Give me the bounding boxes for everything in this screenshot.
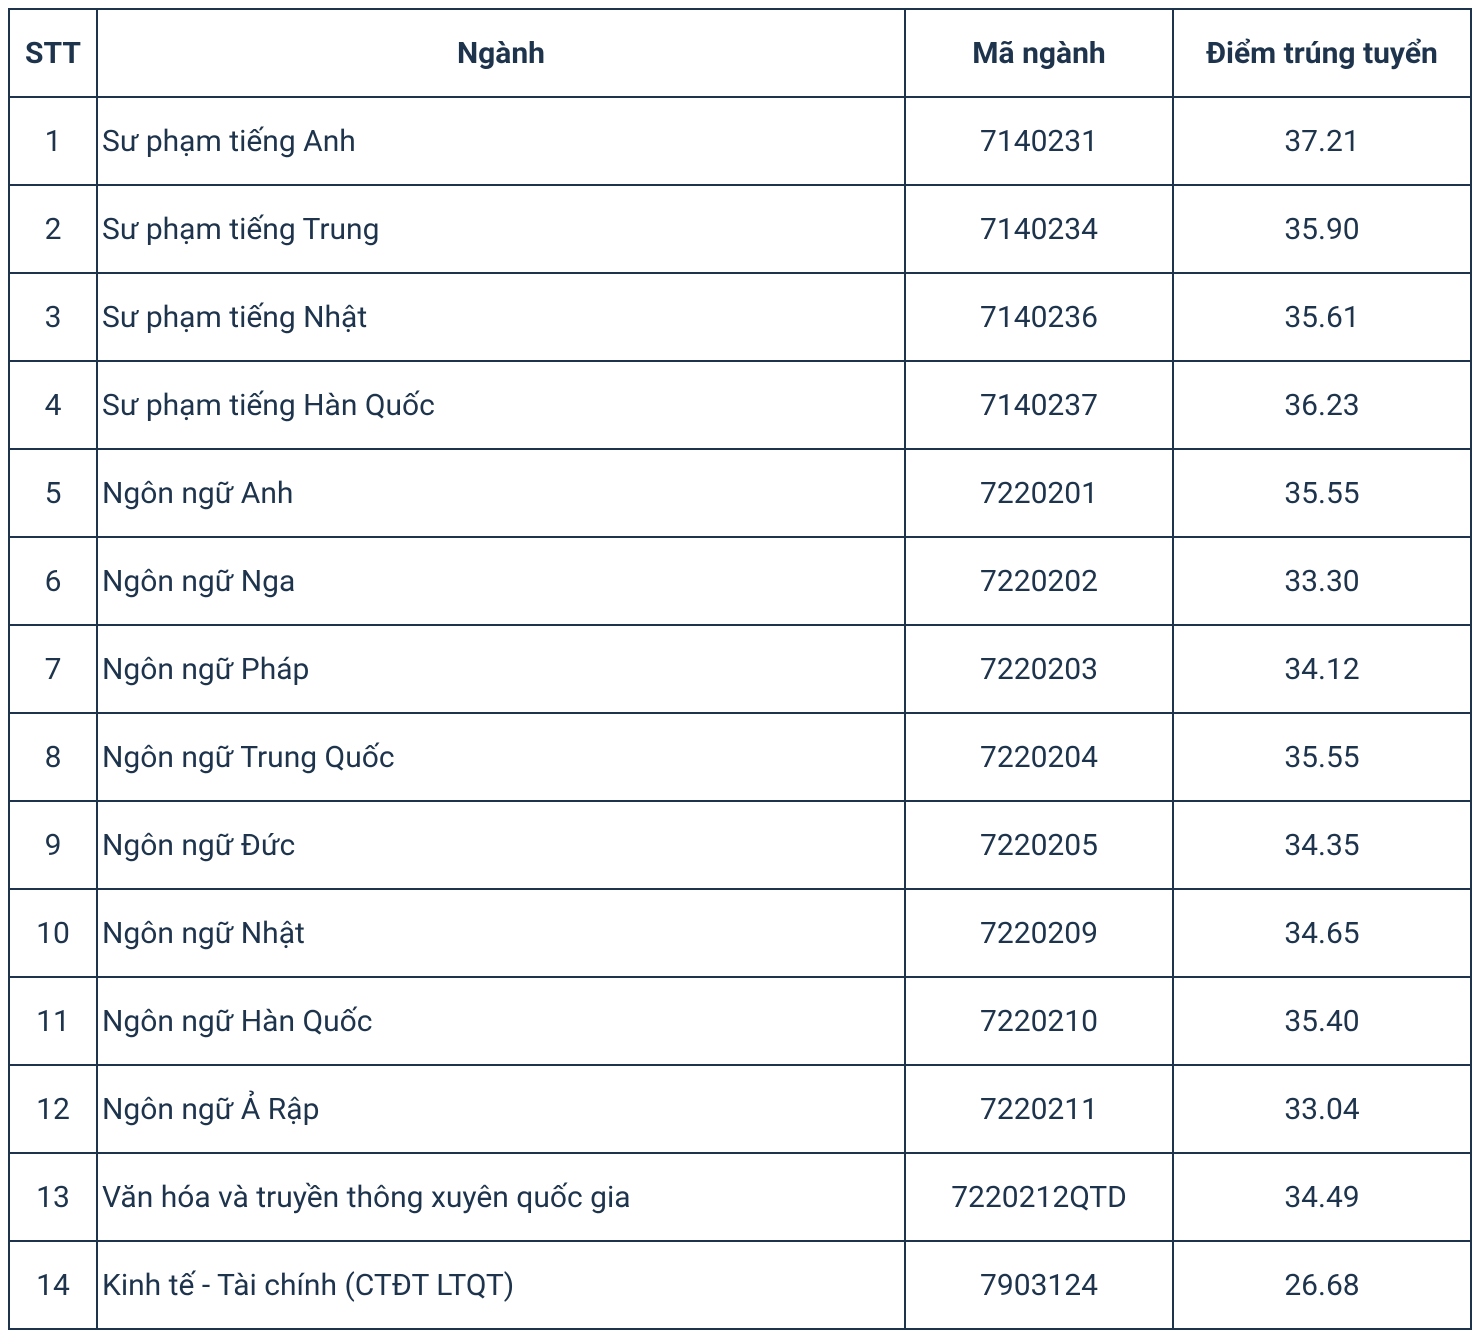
cell-nganh: Ngôn ngữ Trung Quốc [97,713,905,801]
cell-stt: 13 [9,1153,97,1241]
table-header-row: STT Ngành Mã ngành Điểm trúng tuyển [9,9,1471,97]
cell-stt: 12 [9,1065,97,1153]
cell-diem: 35.55 [1173,713,1471,801]
cell-nganh: Sư phạm tiếng Trung [97,185,905,273]
cell-diem: 34.49 [1173,1153,1471,1241]
cell-nganh: Sư phạm tiếng Hàn Quốc [97,361,905,449]
cell-nganh: Ngôn ngữ Anh [97,449,905,537]
cell-diem: 34.65 [1173,889,1471,977]
cell-diem: 36.23 [1173,361,1471,449]
cell-ma: 7220203 [905,625,1173,713]
cell-stt: 14 [9,1241,97,1329]
cell-nganh: Kinh tế - Tài chính (CTĐT LTQT) [97,1241,905,1329]
table-row: 7 Ngôn ngữ Pháp 7220203 34.12 [9,625,1471,713]
table-row: 13 Văn hóa và truyền thông xuyên quốc gi… [9,1153,1471,1241]
col-header-ma: Mã ngành [905,9,1173,97]
col-header-diem: Điểm trúng tuyển [1173,9,1471,97]
cell-nganh: Sư phạm tiếng Nhật [97,273,905,361]
cell-ma: 7140234 [905,185,1173,273]
table-row: 4 Sư phạm tiếng Hàn Quốc 7140237 36.23 [9,361,1471,449]
cell-nganh: Sư phạm tiếng Anh [97,97,905,185]
table-row: 14 Kinh tế - Tài chính (CTĐT LTQT) 79031… [9,1241,1471,1329]
cell-stt: 6 [9,537,97,625]
table-row: 3 Sư phạm tiếng Nhật 7140236 35.61 [9,273,1471,361]
col-header-stt: STT [9,9,97,97]
cell-nganh: Ngôn ngữ Nhật [97,889,905,977]
table-row: 12 Ngôn ngữ Ả Rập 7220211 33.04 [9,1065,1471,1153]
table-row: 10 Ngôn ngữ Nhật 7220209 34.65 [9,889,1471,977]
cell-diem: 35.40 [1173,977,1471,1065]
cell-nganh: Ngôn ngữ Pháp [97,625,905,713]
table-row: 2 Sư phạm tiếng Trung 7140234 35.90 [9,185,1471,273]
cell-diem: 35.90 [1173,185,1471,273]
cell-diem: 26.68 [1173,1241,1471,1329]
cell-nganh: Ngôn ngữ Nga [97,537,905,625]
cell-stt: 4 [9,361,97,449]
cell-nganh: Ngôn ngữ Hàn Quốc [97,977,905,1065]
cell-ma: 7140237 [905,361,1173,449]
table-body: 1 Sư phạm tiếng Anh 7140231 37.21 2 Sư p… [9,97,1471,1329]
cell-stt: 10 [9,889,97,977]
col-header-nganh: Ngành [97,9,905,97]
cell-ma: 7220210 [905,977,1173,1065]
cell-diem: 35.61 [1173,273,1471,361]
table-row: 9 Ngôn ngữ Đức 7220205 34.35 [9,801,1471,889]
admission-score-table: STT Ngành Mã ngành Điểm trúng tuyển 1 Sư… [8,8,1472,1330]
table-row: 1 Sư phạm tiếng Anh 7140231 37.21 [9,97,1471,185]
cell-nganh: Văn hóa và truyền thông xuyên quốc gia [97,1153,905,1241]
cell-ma: 7903124 [905,1241,1173,1329]
cell-diem: 34.35 [1173,801,1471,889]
cell-ma: 7220201 [905,449,1173,537]
table-row: 6 Ngôn ngữ Nga 7220202 33.30 [9,537,1471,625]
cell-stt: 11 [9,977,97,1065]
cell-stt: 3 [9,273,97,361]
cell-stt: 7 [9,625,97,713]
table-row: 8 Ngôn ngữ Trung Quốc 7220204 35.55 [9,713,1471,801]
cell-stt: 2 [9,185,97,273]
table-row: 5 Ngôn ngữ Anh 7220201 35.55 [9,449,1471,537]
cell-diem: 35.55 [1173,449,1471,537]
cell-stt: 8 [9,713,97,801]
cell-ma: 7220202 [905,537,1173,625]
cell-nganh: Ngôn ngữ Ả Rập [97,1065,905,1153]
cell-diem: 33.04 [1173,1065,1471,1153]
cell-ma: 7220205 [905,801,1173,889]
cell-stt: 1 [9,97,97,185]
cell-diem: 34.12 [1173,625,1471,713]
cell-ma: 7220211 [905,1065,1173,1153]
cell-stt: 9 [9,801,97,889]
cell-ma: 7220204 [905,713,1173,801]
table-row: 11 Ngôn ngữ Hàn Quốc 7220210 35.40 [9,977,1471,1065]
cell-ma: 7220209 [905,889,1173,977]
cell-ma: 7220212QTD [905,1153,1173,1241]
cell-nganh: Ngôn ngữ Đức [97,801,905,889]
cell-diem: 33.30 [1173,537,1471,625]
cell-diem: 37.21 [1173,97,1471,185]
cell-stt: 5 [9,449,97,537]
cell-ma: 7140236 [905,273,1173,361]
cell-ma: 7140231 [905,97,1173,185]
